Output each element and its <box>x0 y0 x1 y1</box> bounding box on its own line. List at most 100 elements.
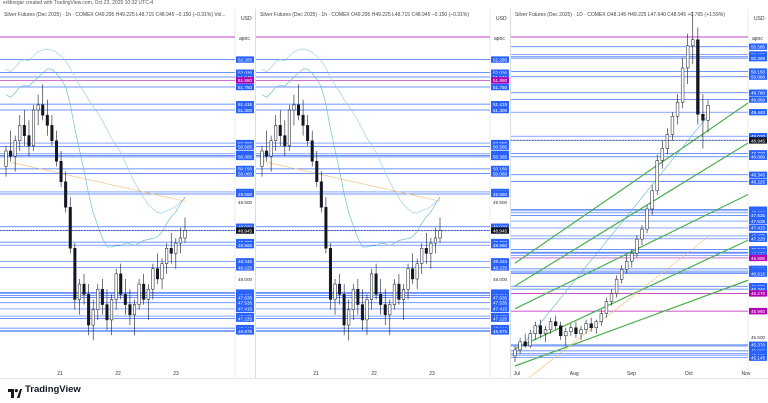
price-label: 51.750 <box>238 85 252 90</box>
price-chart-svg: USDapoc52.28552.03051.94551.88051.75051.… <box>0 9 255 378</box>
candle-body <box>133 304 137 316</box>
candle-body <box>564 331 568 337</box>
ma-line-fast <box>514 115 709 355</box>
candle-body <box>411 268 415 280</box>
candle-body <box>4 150 8 167</box>
price-label: 49.780 <box>751 91 765 96</box>
price-label-bg <box>491 190 509 198</box>
candle-body <box>533 325 537 335</box>
apoc-label: apoc <box>752 36 763 42</box>
candle-body <box>155 268 159 280</box>
price-label: 46.975 <box>493 329 507 334</box>
price-label: 47.415 <box>493 307 507 312</box>
symbol-header: Silver Futures (Dec 2025) · 1D · COMEX O… <box>515 12 725 18</box>
candle-body <box>174 242 178 254</box>
price-label-bg <box>491 56 509 63</box>
price-label-bg <box>749 43 767 50</box>
price-label-bg <box>236 227 254 234</box>
price-label: 50.385 <box>751 56 765 61</box>
price-label: 50.060 <box>493 171 507 176</box>
price-label: 48.660 <box>238 243 252 248</box>
candle-body <box>665 134 670 149</box>
candle-body <box>269 140 273 157</box>
price-label-bg <box>236 275 254 283</box>
x-axis-tick: 22 <box>115 371 121 377</box>
price-label-bg <box>491 227 509 234</box>
price-label-bg <box>491 170 509 177</box>
candle-body <box>543 329 548 335</box>
tradingview-logo[interactable]: TradingView <box>8 384 81 398</box>
price-label-bg <box>749 137 767 144</box>
price-label: 48.945 <box>238 228 252 233</box>
candle-body <box>424 248 428 254</box>
chart-panel-1d-right[interactable]: Silver Futures (Dec 2025) · 1D · COMEX O… <box>511 9 768 378</box>
currency-label: USD <box>754 16 765 22</box>
price-label: 45.500 <box>751 335 765 340</box>
candle-body <box>620 269 624 280</box>
price-label-bg <box>236 315 254 322</box>
candle-body <box>614 279 619 294</box>
candle-body <box>146 288 150 300</box>
price-label-bg <box>236 106 254 114</box>
price-label: 48.345 <box>238 259 252 264</box>
price-label-bg <box>236 305 254 313</box>
price-label: 50.655 <box>238 141 252 146</box>
candle-body <box>360 304 364 321</box>
candle-body <box>265 150 269 157</box>
candle-body <box>287 109 291 147</box>
candle-body <box>114 273 118 300</box>
price-chart-svg: USDapoc52.28552.03051.94551.88051.75051.… <box>256 9 510 378</box>
candle-body <box>584 323 588 331</box>
candle-body <box>128 304 132 316</box>
price-label: 50.060 <box>238 171 252 176</box>
price-label: 48.225 <box>751 179 765 184</box>
price-label-bg <box>749 224 767 232</box>
candle-body <box>292 104 296 111</box>
candle-body <box>297 104 301 116</box>
candle-body <box>670 116 675 135</box>
price-label-bg <box>236 264 254 271</box>
price-label-bg <box>236 198 254 206</box>
price-label-bg <box>749 96 767 103</box>
candle-body <box>91 309 95 326</box>
price-label: 49.660 <box>238 192 252 197</box>
price-label-bg <box>749 254 767 262</box>
price-label-bg <box>749 235 767 243</box>
x-axis-tick: Nov <box>742 371 751 377</box>
candle-body <box>87 294 91 326</box>
candle-body <box>640 228 644 240</box>
ma-line-long <box>528 236 709 378</box>
price-label-bg <box>236 328 254 335</box>
price-label-bg <box>749 212 767 219</box>
price-label: 49.440 <box>751 110 765 115</box>
x-axis-tick: Sep <box>627 371 636 377</box>
candle-body <box>645 208 649 230</box>
price-label-bg <box>491 198 509 206</box>
candle-body <box>160 263 164 280</box>
candle-body <box>701 114 705 121</box>
price-label: 46.890 <box>751 256 765 261</box>
price-label-bg <box>236 170 254 177</box>
candle-body <box>315 160 319 182</box>
price-label: 47.225 <box>493 316 507 321</box>
price-label: 47.535 <box>238 301 252 306</box>
price-label-bg <box>491 294 509 301</box>
candle-body <box>319 181 323 208</box>
candle-body <box>342 294 346 326</box>
price-label-bg <box>491 106 509 114</box>
candle-body <box>356 288 360 305</box>
candle-body <box>260 150 264 167</box>
candle-body <box>574 327 578 335</box>
candle-body <box>655 160 659 192</box>
candle-body <box>142 283 146 300</box>
candle-body <box>538 325 543 335</box>
candle-body <box>365 299 369 321</box>
price-label: 52.030 <box>493 70 507 75</box>
price-label: 48.660 <box>751 155 765 160</box>
chart-panel-1h-left[interactable]: Silver Futures (Dec 2025) · 1h · COMEX O… <box>0 9 256 378</box>
price-label-bg <box>236 153 254 161</box>
ma-line-fast <box>5 68 186 248</box>
candle-body <box>635 238 639 254</box>
price-label-bg <box>749 89 767 96</box>
chart-panel-1h-middle[interactable]: Silver Futures (Dec 2025) · 1h · COMEX O… <box>256 9 511 378</box>
